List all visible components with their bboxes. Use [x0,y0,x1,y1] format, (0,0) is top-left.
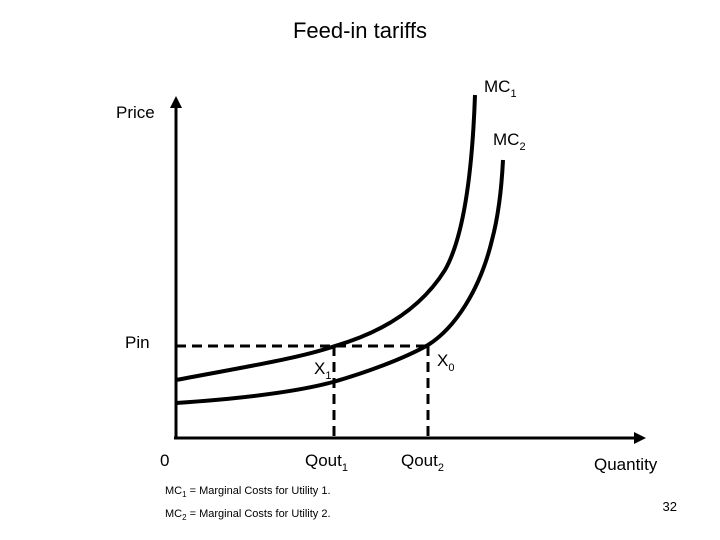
origin-label: 0 [160,451,169,470]
point-x0-label: X0 [437,351,454,374]
mc2-label: MC2 [493,130,526,153]
slide-title: Feed-in tariffs [292,18,428,43]
y-axis-label: Price [116,103,155,122]
footnote-mc1: MC1 = Marginal Costs for Utility 1. [165,485,331,499]
y-axis-arrow [170,96,182,108]
qout2-label: Qout2 [401,451,444,474]
mc1-curve [175,94,477,382]
qout1-label: Qout1 [305,451,348,474]
mc2-curve [175,159,505,405]
mc1-label: MC1 [484,77,517,100]
price-level-label: Pin [125,333,150,352]
x-axis-label: Quantity [594,455,658,474]
x-axis-arrow [634,432,646,444]
page-number: 32 [662,499,677,514]
point-x1-label: X1 [314,359,331,382]
footnote-mc2: MC2 = Marginal Costs for Utility 2. [165,508,331,522]
